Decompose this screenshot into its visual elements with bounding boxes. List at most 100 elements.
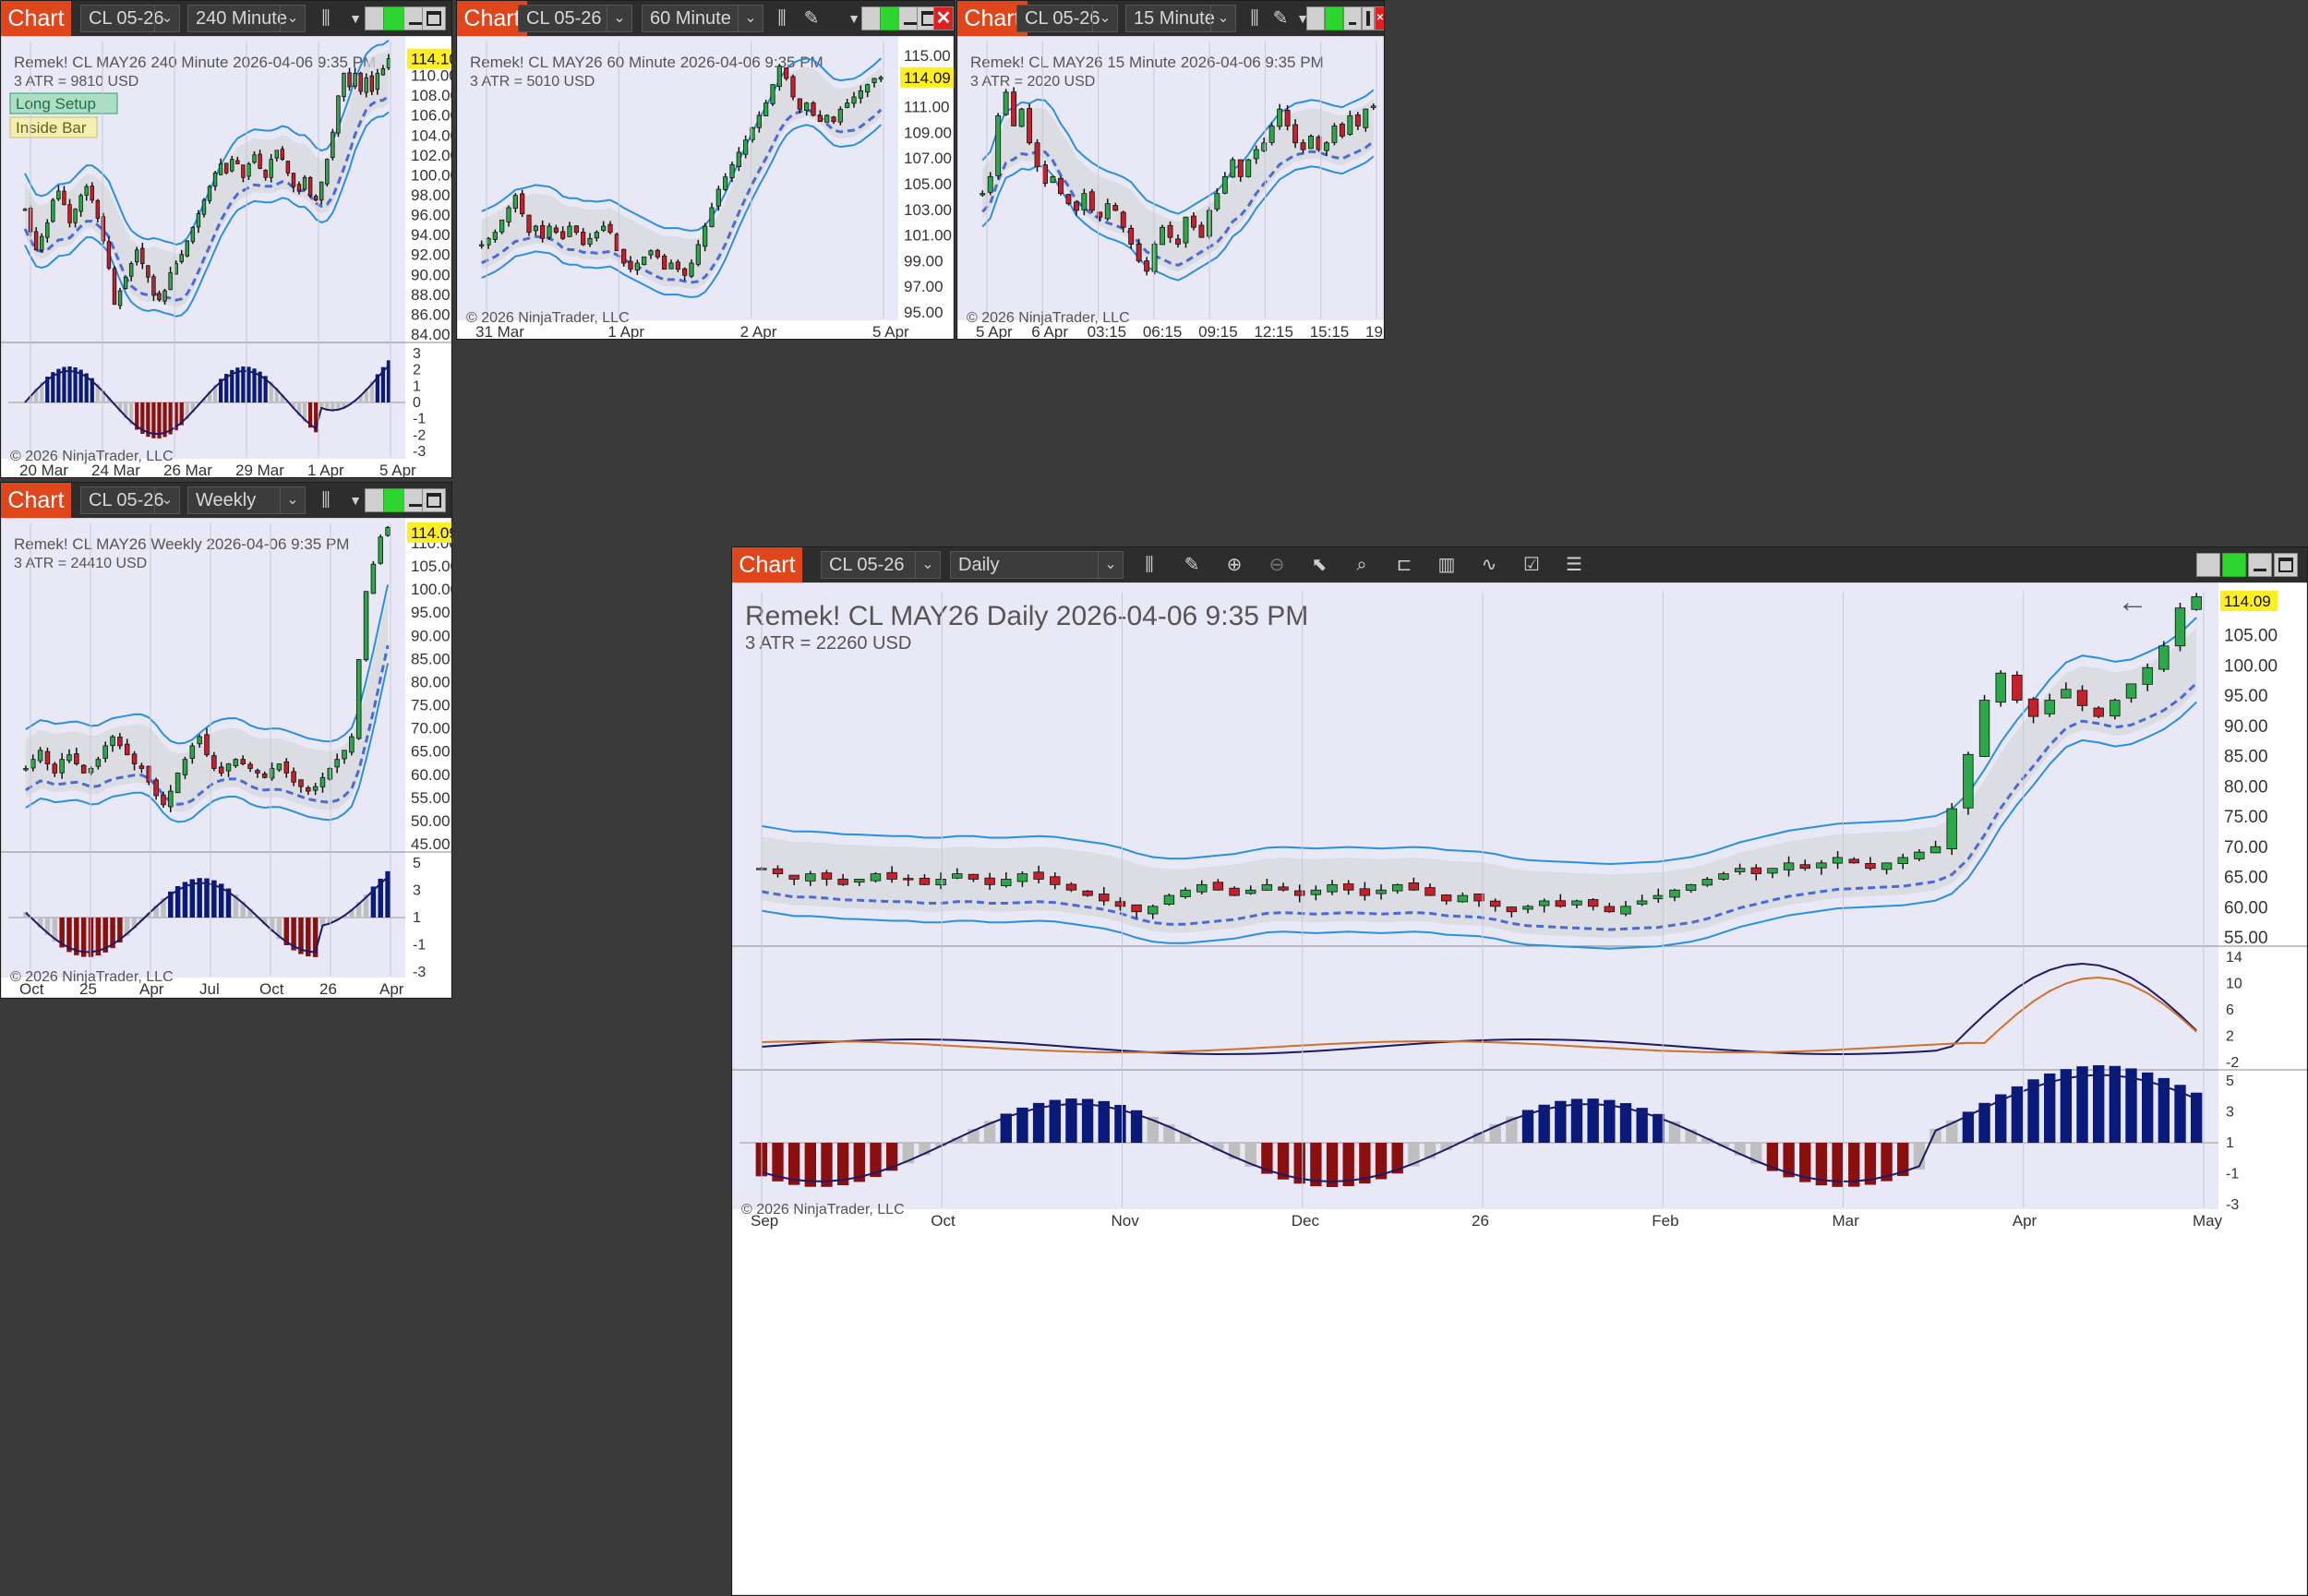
chart-plot-daily[interactable]: Remek! CL MAY26 Daily 2026-04-06 9:35 PM… bbox=[732, 582, 2307, 1595]
histogram-bar bbox=[218, 883, 224, 918]
indicators-icon[interactable]: ▥ bbox=[1437, 555, 1456, 575]
histogram-bar bbox=[1081, 1098, 1094, 1143]
chart-plot-240min[interactable]: Remek! CL MAY26 240 Minute 2026-04-06 9:… bbox=[1, 36, 451, 478]
instrument-selector[interactable]: CL 05-26 ⌄ bbox=[821, 551, 941, 579]
window-theme-button[interactable] bbox=[1306, 6, 1325, 30]
chevron-down-icon[interactable]: ⌄ bbox=[1092, 6, 1117, 31]
histogram-bar bbox=[189, 879, 196, 918]
link-button[interactable] bbox=[1325, 6, 1343, 30]
histogram-bar bbox=[2027, 1079, 2039, 1143]
interval-selector[interactable]: 15 Minute ⌄ bbox=[1125, 5, 1236, 32]
candle-body bbox=[1354, 114, 1361, 126]
zoom-in-icon[interactable]: ⊕ bbox=[1226, 555, 1243, 575]
histogram-bar bbox=[185, 402, 189, 420]
histogram-bar bbox=[124, 402, 128, 419]
list-icon[interactable]: ☰ bbox=[1566, 555, 1582, 575]
price-tick-label: 85.00 bbox=[411, 650, 451, 667]
histogram-bar bbox=[219, 378, 223, 402]
bar-type-icon[interactable]: ⫼ bbox=[321, 8, 331, 29]
maximize-button[interactable] bbox=[1362, 6, 1375, 30]
bar-type-icon[interactable]: ⫼ bbox=[321, 490, 331, 510]
candle-body bbox=[1230, 159, 1236, 178]
atr-label: 3 ATR = 9810 USD bbox=[14, 74, 138, 90]
maximize-button[interactable] bbox=[422, 488, 446, 512]
pointer-icon[interactable]: ⬉ bbox=[1311, 555, 1328, 575]
chevron-down-icon[interactable]: ⌄ bbox=[280, 487, 305, 513]
instrument-selector[interactable]: CL 05-26 ⌄ bbox=[1016, 5, 1118, 32]
minimize-button[interactable] bbox=[1343, 6, 1362, 30]
instrument-selector[interactable]: CL 05-26 ⌄ bbox=[80, 486, 180, 514]
histogram-bar bbox=[283, 918, 290, 946]
candle-body bbox=[90, 186, 94, 201]
histogram-bar bbox=[129, 402, 134, 425]
bar-type-icon[interactable]: ⫼ bbox=[1145, 555, 1154, 575]
candle-body bbox=[1946, 808, 1957, 850]
properties-icon[interactable]: ☑ bbox=[1523, 555, 1540, 575]
dropdown-arrow-icon[interactable]: ▼ bbox=[349, 11, 362, 26]
templates-icon[interactable]: ⊏ bbox=[1396, 555, 1412, 575]
candle-body bbox=[1347, 115, 1353, 135]
interval-selector[interactable]: Daily ⌄ bbox=[950, 551, 1124, 579]
close-button[interactable]: ✕ bbox=[933, 6, 954, 30]
candle-body bbox=[662, 255, 667, 270]
chart-tab[interactable]: Chart bbox=[1, 483, 71, 518]
interval-selector[interactable]: 60 Minute ⌄ bbox=[642, 5, 763, 32]
chevron-down-icon[interactable]: ⌄ bbox=[1210, 6, 1235, 31]
drawing-tool-icon[interactable]: ✎ bbox=[1184, 555, 1200, 575]
chevron-down-icon[interactable]: ⌄ bbox=[738, 6, 763, 31]
dropdown-arrow-icon[interactable]: ▼ bbox=[1296, 11, 1309, 26]
chevron-down-icon[interactable]: ⌄ bbox=[154, 6, 179, 31]
data-box-icon[interactable]: ⌕ bbox=[1356, 555, 1367, 575]
candle-body bbox=[919, 877, 931, 885]
instrument-label: CL 05-26 bbox=[89, 490, 164, 510]
histogram-bar bbox=[258, 371, 262, 402]
instrument-label: CL 05-26 bbox=[1025, 8, 1100, 29]
chart-tab[interactable]: Chart bbox=[457, 1, 527, 36]
candle-body bbox=[179, 254, 184, 262]
maximize-button[interactable] bbox=[422, 6, 446, 30]
link-button[interactable] bbox=[383, 6, 407, 30]
dropdown-arrow-icon[interactable]: ▼ bbox=[847, 11, 860, 26]
drawing-tool-icon[interactable]: ✎ bbox=[1272, 8, 1289, 29]
histogram-bar bbox=[1750, 1143, 1762, 1164]
candle-body bbox=[1342, 883, 1354, 891]
histogram-bar bbox=[153, 905, 159, 918]
interval-selector[interactable]: Weekly ⌄ bbox=[187, 486, 306, 514]
maximize-button[interactable] bbox=[2274, 553, 2298, 577]
chart-plot-60min[interactable]: Remek! CL MAY26 60 Minute 2026-04-06 9:3… bbox=[457, 36, 954, 340]
dropdown-arrow-icon[interactable]: ▼ bbox=[349, 493, 362, 508]
histogram-bar bbox=[1310, 1143, 1322, 1187]
strategies-icon[interactable]: ∿ bbox=[1481, 555, 1497, 575]
candle-body bbox=[1292, 124, 1298, 144]
zoom-out-icon[interactable]: ⊖ bbox=[1268, 555, 1285, 575]
chevron-down-icon[interactable]: ⌄ bbox=[280, 6, 305, 31]
chevron-down-icon[interactable]: ⌄ bbox=[154, 487, 179, 513]
histogram-bar bbox=[772, 1143, 784, 1182]
chevron-down-icon[interactable]: ⌄ bbox=[915, 552, 940, 578]
drawing-tool-icon[interactable]: ✎ bbox=[803, 8, 820, 29]
bar-type-icon[interactable]: ⫼ bbox=[1250, 8, 1259, 29]
instrument-selector[interactable]: CL 05-26 ⌄ bbox=[80, 5, 180, 32]
chart-plot-weekly[interactable]: Remek! CL MAY26 Weekly 2026-04-06 9:35 P… bbox=[1, 518, 451, 998]
instrument-selector[interactable]: CL 05-26 ⌄ bbox=[518, 5, 632, 32]
link-button[interactable] bbox=[2222, 553, 2246, 577]
chevron-down-icon[interactable]: ⌄ bbox=[607, 6, 631, 31]
window-theme-button[interactable] bbox=[2196, 553, 2220, 577]
bar-type-icon[interactable]: ⫼ bbox=[777, 8, 787, 29]
chart-tab[interactable]: Chart bbox=[1, 1, 71, 36]
candle-body bbox=[675, 261, 680, 270]
price-tick-label: 108.00 bbox=[411, 87, 451, 104]
chevron-down-icon[interactable]: ⌄ bbox=[1098, 552, 1123, 578]
time-tick-label: 26 bbox=[1472, 1212, 1489, 1230]
candle-body bbox=[709, 207, 715, 227]
minimize-button[interactable] bbox=[2248, 553, 2272, 577]
link-button[interactable] bbox=[383, 488, 407, 512]
price-tick-label: 50.00 bbox=[411, 812, 451, 830]
candle-body bbox=[2093, 707, 2104, 717]
close-button[interactable]: ✕ bbox=[1375, 6, 1384, 30]
interval-selector[interactable]: 240 Minute ⌄ bbox=[187, 5, 306, 32]
chart-plot-15min[interactable]: Remek! CL MAY26 15 Minute 2026-04-06 9:3… bbox=[957, 36, 1384, 340]
chart-window-240min: Chart CL 05-26 ⌄ 240 Minute ⌄ ⫼ ▼ Remek! C… bbox=[0, 0, 452, 478]
chart-tab[interactable]: Chart bbox=[732, 547, 802, 582]
chart-tab[interactable]: Chart bbox=[957, 1, 1028, 36]
